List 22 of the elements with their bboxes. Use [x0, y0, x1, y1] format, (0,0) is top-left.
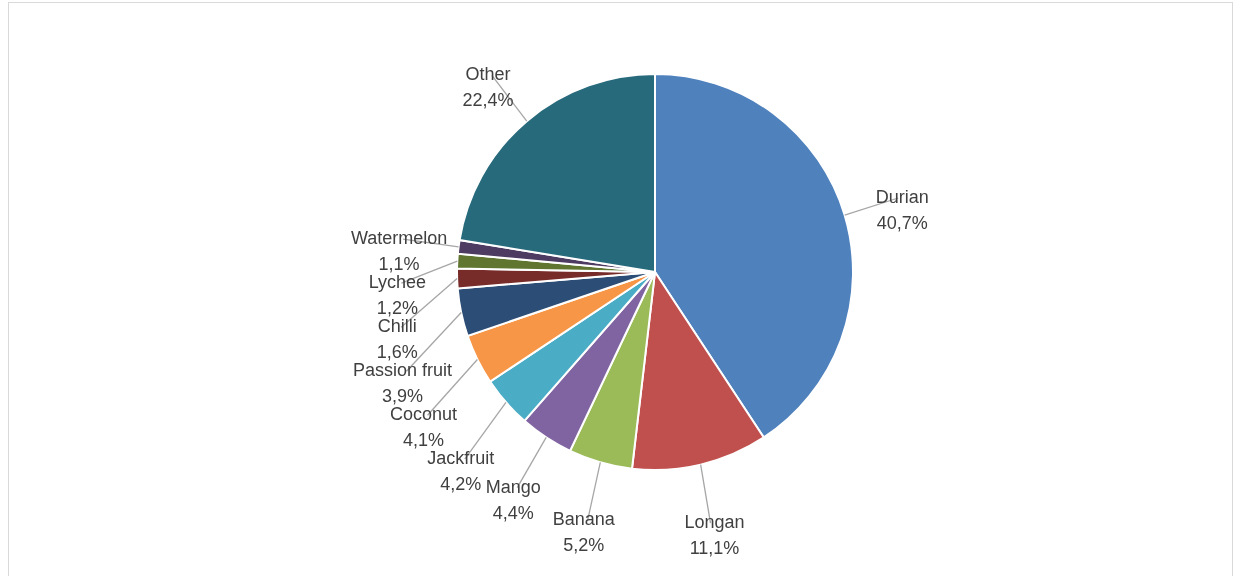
data-label: 11,1% — [689, 538, 740, 559]
slice-label: Longan — [684, 512, 745, 533]
slice-label: Mango — [485, 476, 541, 497]
slice-label: Banana — [552, 508, 616, 529]
slice-label: Jackfruit — [427, 448, 495, 469]
data-label: 3,9% — [381, 386, 423, 407]
data-label: 22,4% — [462, 90, 514, 111]
data-label: 5,2% — [563, 534, 605, 555]
data-label: 1,1% — [378, 254, 420, 275]
slice-label: Watermelon — [350, 228, 448, 249]
data-label: 1,6% — [376, 342, 418, 363]
slice-label: Passion fruit — [352, 360, 452, 381]
data-label: 4,4% — [492, 502, 534, 523]
slice-label: Chilli — [377, 316, 417, 337]
slice-label: Lychee — [368, 272, 427, 293]
slice-label: Coconut — [390, 404, 458, 425]
data-label: 1,2% — [376, 298, 418, 319]
slice-label: Other — [465, 64, 511, 85]
data-label: 40,7% — [876, 213, 928, 233]
slice-label: Durian — [875, 187, 929, 207]
data-label: 4,1% — [403, 430, 445, 451]
data-label: 4,2% — [440, 474, 482, 495]
